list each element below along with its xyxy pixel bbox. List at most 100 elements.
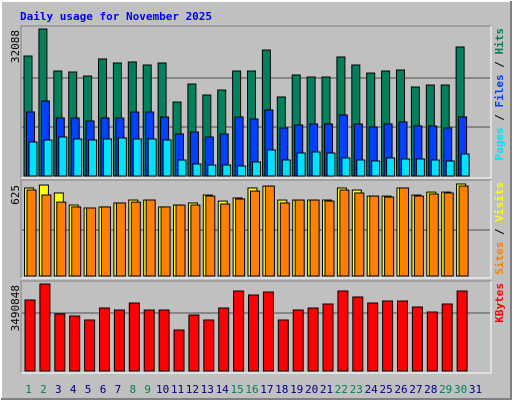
bar [147, 138, 157, 177]
legend: Pages / Files / Hits [493, 28, 506, 161]
x-tick-label: 1 [25, 383, 32, 396]
bar [399, 187, 409, 277]
bar [441, 303, 453, 372]
bar [443, 192, 454, 277]
x-tick-label: 27 [409, 383, 422, 396]
bar [252, 161, 261, 177]
x-tick-label: 17 [260, 383, 273, 396]
bar [277, 319, 289, 372]
legend-separator: / [493, 108, 506, 128]
x-tick-label: 7 [115, 383, 122, 396]
legend-separator: / [493, 222, 506, 242]
bar [26, 189, 37, 277]
bar [73, 138, 83, 177]
bar [207, 164, 217, 177]
legend-entry: KBytes [493, 283, 506, 323]
bar [456, 290, 468, 372]
bar [371, 160, 381, 177]
x-tick-label: 19 [290, 383, 303, 396]
x-tick-label: 15 [230, 383, 243, 396]
x-tick-label: 16 [245, 383, 258, 396]
bar [337, 290, 349, 372]
bar [158, 309, 170, 372]
x-tick-label: 21 [320, 383, 333, 396]
bar [235, 198, 246, 277]
x-tick-label: 30 [454, 383, 467, 396]
bar [382, 300, 394, 372]
x-tick-label: 11 [171, 383, 184, 396]
bar [103, 138, 112, 177]
plot-highlight [21, 26, 492, 179]
legend-entry: Pages [493, 127, 506, 160]
x-tick-label: 12 [186, 383, 199, 396]
bar [128, 302, 140, 372]
bar [309, 199, 320, 277]
bar [88, 139, 98, 177]
bar [426, 311, 438, 372]
bar [117, 137, 127, 177]
x-tick-label: 4 [70, 383, 77, 396]
legend-entry: Visits [493, 182, 506, 222]
bar [428, 193, 439, 277]
bar [58, 136, 68, 177]
bar [369, 195, 380, 277]
x-tick-label: 31 [469, 383, 482, 396]
bar [458, 185, 469, 277]
bar [43, 139, 53, 177]
y-tick-label: 32088 [9, 30, 22, 63]
bar [445, 160, 455, 177]
bar [84, 319, 96, 372]
bar [39, 283, 51, 372]
bar [192, 163, 202, 177]
bar [56, 201, 67, 277]
x-tick-label: 22 [335, 383, 348, 396]
bar [28, 141, 38, 177]
bar [352, 296, 364, 372]
bar [279, 202, 290, 277]
legend-separator: / [493, 55, 506, 75]
chart-title: Daily usage for November 2025 [20, 10, 212, 23]
legend-entry: Hits [493, 28, 506, 55]
x-tick-label: 8 [129, 383, 136, 396]
y-tick-label: 3490848 [9, 285, 22, 331]
bar [205, 195, 216, 277]
bar [262, 291, 274, 372]
bar [41, 194, 52, 277]
legend-entry: Sites [493, 242, 506, 275]
x-tick-label: 5 [85, 383, 92, 396]
plot-highlight [21, 180, 492, 279]
x-tick-label: 2 [40, 383, 47, 396]
bar [160, 206, 171, 277]
bar [237, 165, 247, 177]
bar [71, 206, 82, 277]
bar [341, 157, 351, 177]
bar [264, 185, 275, 277]
x-tick-label: 14 [216, 383, 230, 396]
bar [113, 309, 125, 372]
x-tick-label: 6 [100, 383, 107, 396]
bar [281, 159, 291, 177]
legend-entry: Files [493, 74, 506, 107]
bar [101, 206, 111, 277]
bar [324, 200, 335, 277]
bar [145, 199, 156, 277]
bar [311, 151, 321, 177]
bar [413, 195, 424, 277]
bar [162, 139, 172, 177]
bar [175, 204, 186, 277]
bar [203, 319, 215, 372]
x-tick-label: 10 [156, 383, 169, 396]
bar [69, 315, 81, 372]
bar [384, 196, 395, 277]
bar [177, 159, 187, 177]
bar [190, 204, 201, 277]
bar [326, 152, 336, 177]
x-tick-label: 29 [439, 383, 452, 396]
bar [188, 314, 200, 372]
bar [339, 189, 350, 277]
bar [220, 203, 231, 277]
bar [307, 307, 319, 372]
x-tick-label: 13 [201, 383, 214, 396]
